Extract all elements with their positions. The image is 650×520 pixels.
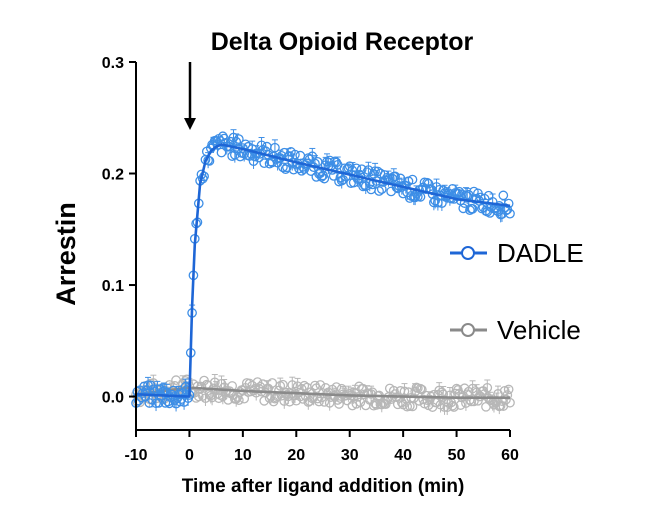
dadle-data-point (331, 157, 342, 168)
x-tick-label: 40 (394, 447, 412, 464)
dadle-data-point (503, 198, 514, 209)
legend: DADLE Vehicle (450, 238, 584, 345)
arrow-annotation (184, 62, 196, 130)
axes (135, 62, 510, 431)
x-tick-label: 0 (185, 447, 194, 464)
dadle-data-point (216, 147, 227, 158)
dadle-data-point (430, 195, 441, 206)
dadle-data-point (467, 203, 478, 214)
vehicle-data-point (408, 393, 419, 404)
legend-item-dadle: DADLE (450, 238, 584, 268)
vehicle-data-point (299, 380, 310, 391)
vehicle-data-point (193, 391, 204, 402)
x-tick-label: 30 (341, 447, 359, 464)
y-tick-label: 0.3 (102, 55, 124, 72)
vehicle-fit-curve (135, 386, 510, 399)
dadle-data-point (217, 131, 228, 142)
dadle-data-point (423, 178, 434, 189)
dadle-data-point (290, 149, 300, 160)
dadle-data-point (338, 174, 348, 185)
legend-dadle-marker (461, 246, 475, 260)
x-tick-label: 10 (234, 447, 252, 464)
dadle-data-point (505, 208, 515, 219)
dadle-data-point (234, 134, 244, 144)
y-tick-label: 0.1 (102, 278, 124, 295)
vehicle-data-point (334, 399, 344, 409)
dadle-data-point (295, 150, 306, 161)
dadle-data-point (374, 186, 384, 196)
legend-vehicle-marker (461, 323, 475, 337)
dadle-data-point (270, 142, 280, 153)
vehicle-data-point (445, 390, 455, 401)
chart-title: Delta Opioid Receptor (211, 28, 474, 56)
vehicle-data-point (355, 397, 366, 408)
dadle-data-point (376, 184, 387, 194)
legend-vehicle-label: Vehicle (497, 315, 581, 345)
dadle-data-point (351, 163, 362, 174)
dadle-data-point (356, 164, 367, 175)
dadle-data-point (407, 174, 418, 185)
dadle-series (131, 129, 515, 412)
dadle-data-point (324, 155, 335, 166)
dadle-data-point (231, 136, 242, 147)
x-tick-label: 20 (287, 447, 305, 464)
dadle-data-point (278, 162, 288, 173)
legend-item-vehicle: Vehicle (450, 315, 581, 345)
dadle-fit-curve (135, 143, 511, 398)
vehicle-data-point (287, 380, 298, 390)
y-tick-label: 0.0 (102, 390, 124, 407)
dadle-data-point (319, 173, 330, 184)
dadle-data-point (316, 171, 327, 182)
vehicle-data-point (209, 377, 220, 388)
dadle-data-point (164, 398, 175, 409)
x-tick-label: 60 (501, 447, 519, 464)
ticks: -10 0 10 20 30 40 50 60 0.0 0.1 0.2 0.3 (102, 55, 519, 464)
vehicle-data-point (449, 402, 459, 412)
dadle-data-point (229, 149, 240, 160)
dadle-data-point (176, 394, 187, 404)
x-tick-label: -10 (124, 447, 147, 464)
dadle-data-point (266, 156, 276, 167)
x-axis-title: Time after ligand addition (min) (182, 476, 465, 497)
vehicle-data-point (331, 382, 342, 392)
y-tick-label: 0.2 (102, 167, 124, 184)
y-axis-title: Arrestin (51, 202, 81, 306)
dadle-data-point (498, 190, 509, 201)
dadle-data-point (144, 398, 155, 408)
vehicle-data-point (278, 379, 288, 390)
vehicle-data-point (503, 384, 514, 395)
dadle-data-point (390, 171, 400, 182)
vehicle-data-point (196, 381, 207, 392)
vehicle-data-point (192, 381, 203, 392)
arrow-head (184, 118, 196, 130)
legend-dadle-label: DADLE (497, 238, 584, 268)
vehicle-data-point (455, 400, 466, 410)
dadle-data-point (463, 189, 474, 200)
x-tick-label: 50 (448, 447, 466, 464)
dadle-data-point (415, 192, 426, 202)
